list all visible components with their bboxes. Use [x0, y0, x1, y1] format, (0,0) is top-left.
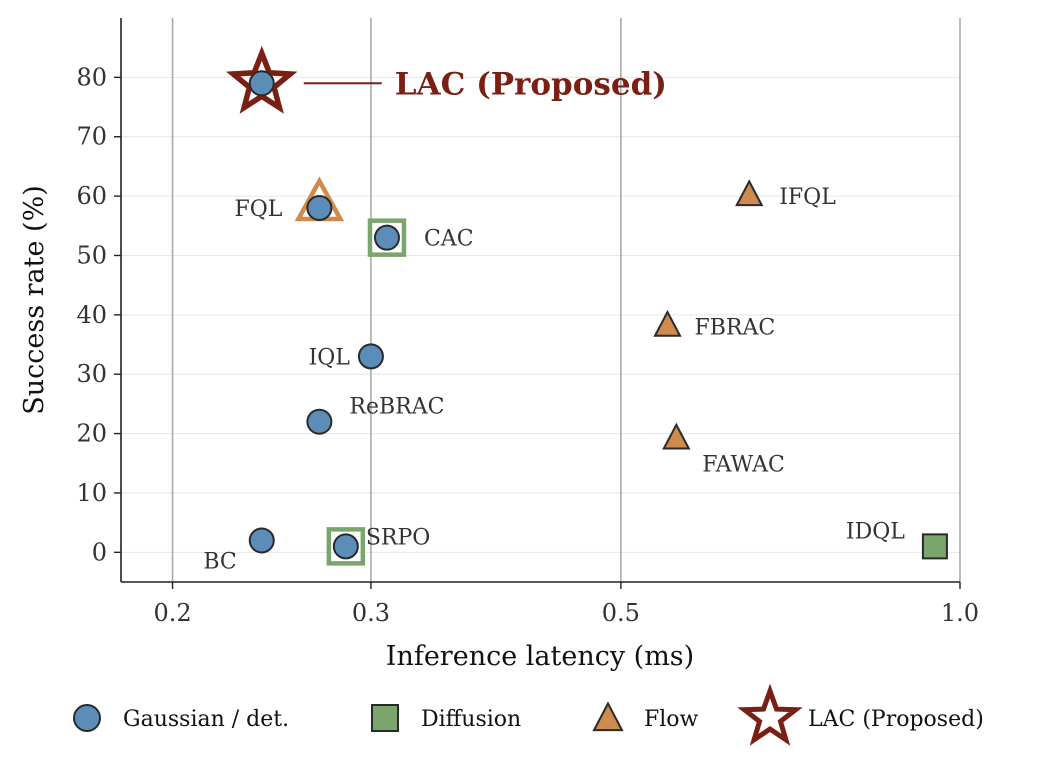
- point-fql: [306, 194, 333, 221]
- point-labels: BC SRPO ReBRAC IQL CAC FQL IFQL FBRAC FAWAC IDQL L…: [203, 66, 905, 574]
- y-tick-label: 60: [76, 182, 107, 210]
- point-label-iql: IQL: [309, 345, 351, 370]
- point-label-rebrac: ReBRAC: [349, 395, 444, 420]
- halo-srpo: [326, 527, 366, 566]
- halo-cac: [367, 218, 407, 257]
- point-label-fawac: FAWAC: [702, 453, 785, 478]
- point-label-idql: IDQL: [846, 519, 905, 544]
- y-tick-label: 50: [76, 241, 107, 269]
- point-fbrac: [653, 309, 682, 337]
- point-cac: [373, 224, 400, 251]
- x-tick-label: 0.3: [352, 599, 390, 627]
- point-idql: [921, 533, 948, 560]
- legend-marker-triangle: [592, 701, 624, 732]
- point-label-bc: BC: [203, 549, 236, 574]
- highlight-label: LAC (Proposed): [395, 66, 667, 102]
- x-axis-title: Inference latency (ms): [386, 641, 694, 672]
- point-fawac: [662, 422, 691, 450]
- point-ifql: [735, 179, 764, 207]
- x-tick-label: 1.0: [941, 599, 979, 627]
- point-label-ifql: IFQL: [779, 185, 836, 210]
- legend-marker-square: [371, 704, 399, 732]
- legend-label: Flow: [644, 707, 699, 732]
- data-points: [226, 45, 948, 566]
- y-tick-label: 40: [76, 301, 107, 329]
- y-tick-label: 0: [92, 538, 107, 566]
- point-lac: [248, 70, 275, 97]
- legend-marker-circle: [73, 704, 101, 732]
- point-bc: [248, 527, 275, 554]
- point-iql: [357, 343, 384, 370]
- tick-labels: 0 10 20 30 40 50 60 70 80 0.2 0.3 0.5 1.0: [76, 63, 979, 627]
- legend-label: LAC (Proposed): [808, 707, 984, 732]
- point-label-srpo: SRPO: [366, 525, 430, 550]
- point-rebrac: [306, 408, 333, 435]
- legend-label: Diffusion: [421, 707, 521, 732]
- point-label-cac: CAC: [424, 227, 474, 252]
- legend: Gaussian / det. Diffusion Flow LAC (Propose…: [73, 683, 984, 746]
- point-label-fql: FQL: [234, 197, 282, 222]
- legend-label: Gaussian / det.: [123, 707, 289, 732]
- axes: [120, 18, 960, 583]
- legend-marker-star: [737, 683, 803, 746]
- y-tick-label: 20: [76, 420, 107, 448]
- y-axis-title: Success rate (%): [19, 185, 50, 415]
- y-tick-label: 80: [76, 63, 107, 91]
- grid: [121, 18, 961, 582]
- y-tick-label: 10: [76, 479, 107, 507]
- x-tick-label: 0.2: [153, 599, 191, 627]
- point-srpo: [332, 533, 359, 560]
- y-tick-label: 70: [76, 123, 107, 151]
- point-label-fbrac: FBRAC: [694, 316, 775, 341]
- y-tick-label: 30: [76, 360, 107, 388]
- x-tick-label: 0.5: [602, 599, 640, 627]
